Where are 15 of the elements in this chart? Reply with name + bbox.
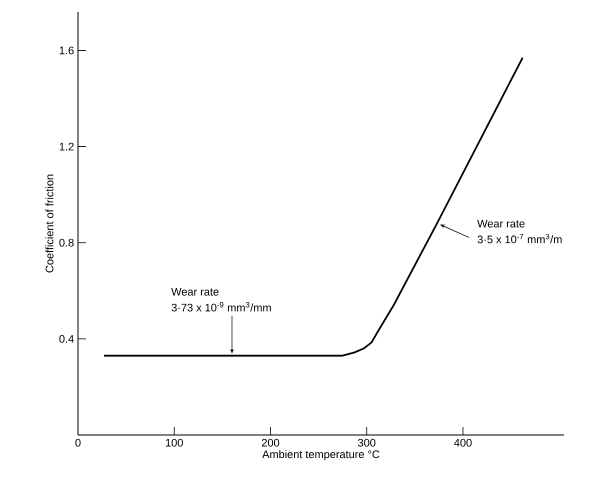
x-tick-label: 200 (262, 438, 280, 447)
annotation: 3·73 x 10$^{-9}$ mm$^{3}$/mm (172, 302, 271, 312)
x-tick-label: 300 (358, 438, 376, 447)
x-tick-label: 0 (75, 438, 81, 447)
annotation: 3·5 x 10$^{-7}$ mm$^{3}$/m (478, 234, 562, 244)
y-tick-label: 0.4 (59, 334, 74, 343)
annotation: Wear rate (477, 220, 525, 228)
x-tick-label: 400 (454, 438, 472, 447)
annotation: Wear rate (171, 288, 219, 296)
x-axis-title: Ambient temperature °C (262, 450, 380, 460)
y-tick-label: 0.8 (59, 238, 74, 247)
y-tick-label: 1.2 (60, 142, 74, 150)
y-tick-label: 1.6 (60, 46, 74, 54)
y-axis-title: Coefficient of friction (45, 174, 54, 272)
x-tick-label: 100 (166, 438, 183, 447)
